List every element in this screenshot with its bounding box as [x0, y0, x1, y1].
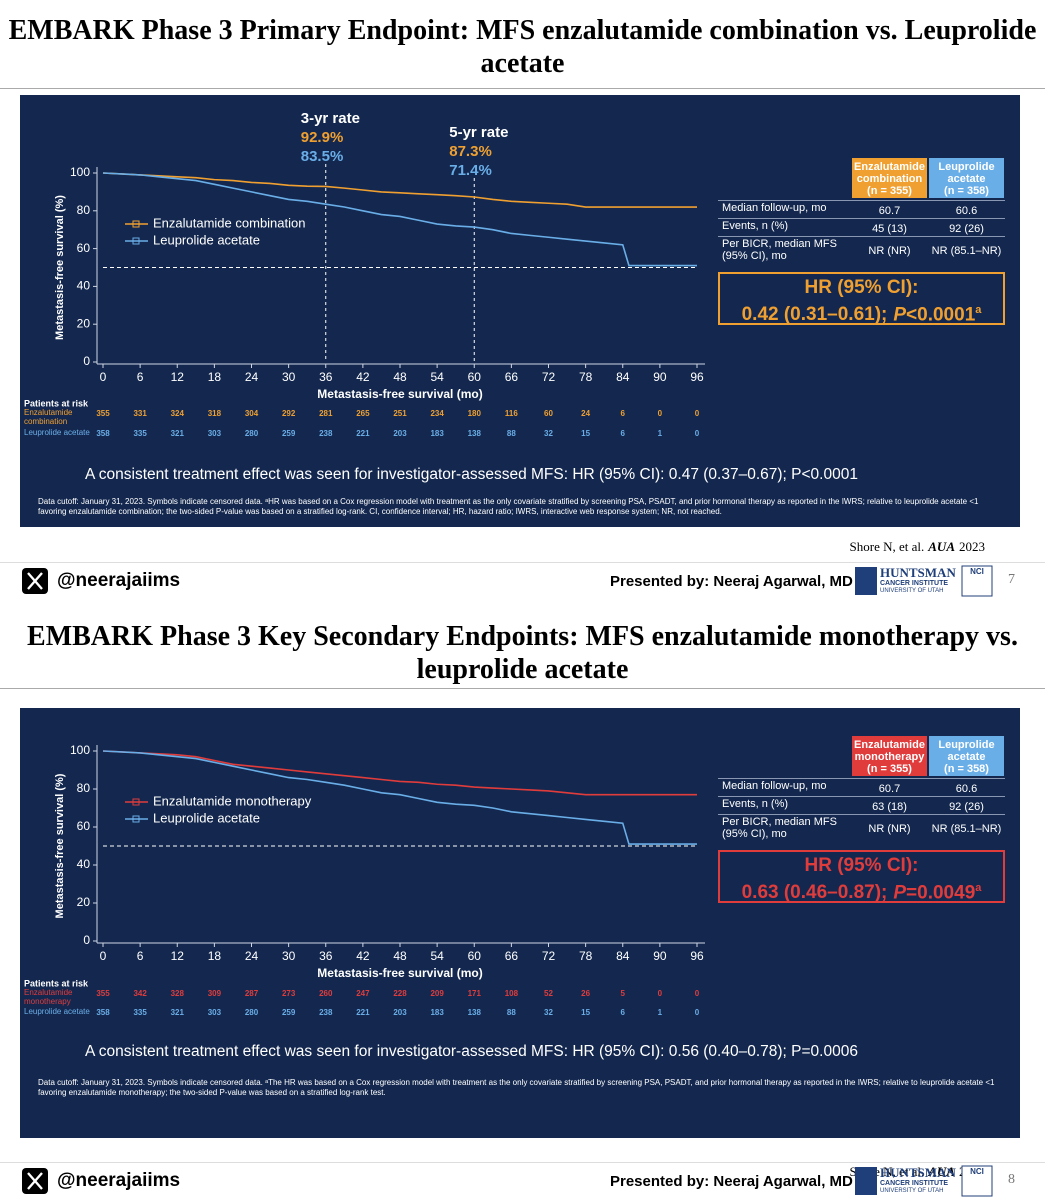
table-cell: NR (NR) [868, 823, 911, 835]
logo-name: HUNTSMAN [880, 1165, 956, 1180]
x-logo-bg [22, 1168, 48, 1194]
hr-line: 0.42 (0.31–0.61); P<0.0001a [720, 299, 1003, 326]
header-n: (n = 358) [944, 185, 989, 197]
table-row-rule [718, 236, 1005, 237]
hr-value: 0.42 (0.31–0.61); [741, 304, 888, 326]
nci-label: NCI [970, 567, 984, 576]
table-cell: 60.6 [955, 782, 978, 795]
table-cell: 92 (26) [949, 222, 984, 235]
title-rule [0, 688, 1045, 689]
at-risk-label: Leuprolide acetate [24, 1007, 90, 1016]
footer-rule [0, 1162, 1045, 1163]
logo-sub: CANCER INSTITUTE [880, 580, 949, 587]
header-n: (n = 355) [867, 763, 912, 775]
hr-value: 0.63 (0.46–0.87); [741, 882, 888, 904]
hr-p-value: <0.0001 [906, 304, 976, 326]
at-risk-label: Enzalutamide monotherapy [24, 988, 73, 1006]
table-row-rule [718, 778, 1005, 779]
table-cell: 60.7 [878, 204, 901, 217]
footer-handle: @neerajaiims [57, 1170, 181, 1191]
row-label: Events, n (%) [722, 220, 789, 232]
hr-box: HR (95% CI): 0.63 (0.46–0.87); P=0.0049a [718, 850, 1005, 903]
citation-venue: AUA [928, 539, 955, 554]
table-row-rule [718, 218, 1005, 219]
table-header: Leuprolide acetate (n = 358) [929, 736, 1004, 776]
header-label: Enzalutamide monotherapy [854, 739, 925, 763]
row-label: Events, n (%) [722, 798, 789, 810]
table-cell: NR (85.1–NR) [931, 245, 1002, 257]
table-cell: 63 (18) [872, 800, 907, 813]
citation: Shore N, et al. AUA 2023 [700, 539, 985, 555]
hr-p-value: =0.0049 [906, 882, 976, 904]
citation-year: 2023 [959, 539, 985, 554]
citation-venue: AUA [928, 1164, 955, 1179]
page-number: 8 [1008, 1172, 1015, 1187]
hr-line: 0.63 (0.46–0.87); P=0.0049a [720, 877, 1003, 904]
footer-handle: @neerajaiims [57, 570, 181, 591]
logo-sub2: UNIVERSITY OF UTAH [880, 588, 944, 594]
row-label: Median follow-up, mo [722, 202, 827, 214]
consistency-note: A consistent treatment effect was seen f… [85, 466, 858, 483]
at-risk-label: Leuprolide acetate [24, 428, 90, 437]
table-cell: 60.6 [955, 204, 978, 217]
citation-authors: Shore N, et al. [849, 539, 925, 554]
header-label: Enzalutamide combination [854, 161, 925, 185]
nci-label: NCI [970, 1167, 984, 1176]
table-cell: NR (NR) [868, 245, 911, 257]
header-label: Leuprolide acetate [938, 161, 995, 185]
title-rule [0, 88, 1045, 89]
hr-box: HR (95% CI): 0.42 (0.31–0.61); P<0.0001a [718, 272, 1005, 325]
hr-note: a [975, 304, 982, 316]
x-logo-bg [22, 568, 48, 594]
x-logo-mark [27, 1172, 43, 1190]
hr-note: a [975, 882, 982, 894]
hr-p: P [893, 882, 907, 904]
hr-label: HR (95% CI): [804, 277, 919, 298]
consistency-note: A consistent treatment effect was seen f… [85, 1043, 858, 1060]
table-row-rule [718, 200, 1005, 201]
logo-grid [855, 567, 877, 595]
table-cell: NR (85.1–NR) [931, 823, 1002, 835]
header-n: (n = 358) [944, 763, 989, 775]
footer-presenter: Presented by: Neeraj Agarwal, MD [610, 573, 853, 590]
at-risk-label: Enzalutamide combination [24, 408, 73, 426]
table-cell: 92 (26) [949, 800, 984, 813]
header-label: Leuprolide acetate [938, 739, 995, 763]
table-cell: 60.7 [878, 782, 901, 795]
table-header: Enzalutamide combination (n = 355) [852, 158, 927, 198]
row-label: Per BICR, median MFS (95% CI), mo [722, 816, 837, 840]
hr-label: HR (95% CI): [804, 855, 919, 876]
footnote: Data cutoff: January 31, 2023. Symbols i… [38, 1078, 995, 1097]
footer-presenter: Presented by: Neeraj Agarwal, MD [610, 1173, 853, 1190]
row-label: Median follow-up, mo [722, 780, 827, 792]
row-label: Per BICR, median MFS (95% CI), mo [722, 238, 837, 262]
x-logo-mark [27, 572, 43, 590]
footnote: Data cutoff: January 31, 2023. Symbols i… [38, 497, 979, 516]
table-header: Leuprolide acetate (n = 358) [929, 158, 1004, 198]
logo-sub: CANCER INSTITUTE [880, 1180, 949, 1187]
logo-sub2: UNIVERSITY OF UTAH [880, 1188, 944, 1194]
slide-title: EMBARK Phase 3 Primary Endpoint: MFS enz… [8, 15, 1037, 79]
table-header: Enzalutamide monotherapy (n = 355) [852, 736, 927, 776]
table-row-rule [718, 814, 1005, 815]
page-number: 7 [1008, 572, 1015, 587]
table-cell: 45 (13) [872, 222, 907, 235]
hr-p: P [893, 304, 907, 326]
header-n: (n = 355) [867, 185, 912, 197]
logo-name: HUNTSMAN [880, 565, 956, 580]
table-row-rule [718, 796, 1005, 797]
slide-title: EMBARK Phase 3 Key Secondary Endpoints: … [27, 621, 1018, 685]
footer-rule [0, 562, 1045, 563]
